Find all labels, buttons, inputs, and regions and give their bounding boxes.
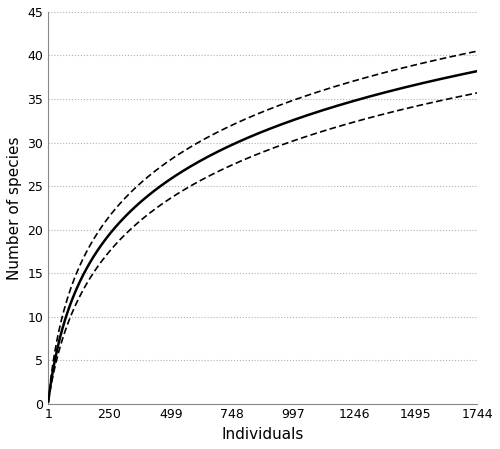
Y-axis label: Number of species: Number of species [7,136,22,280]
X-axis label: Individuals: Individuals [222,427,304,442]
